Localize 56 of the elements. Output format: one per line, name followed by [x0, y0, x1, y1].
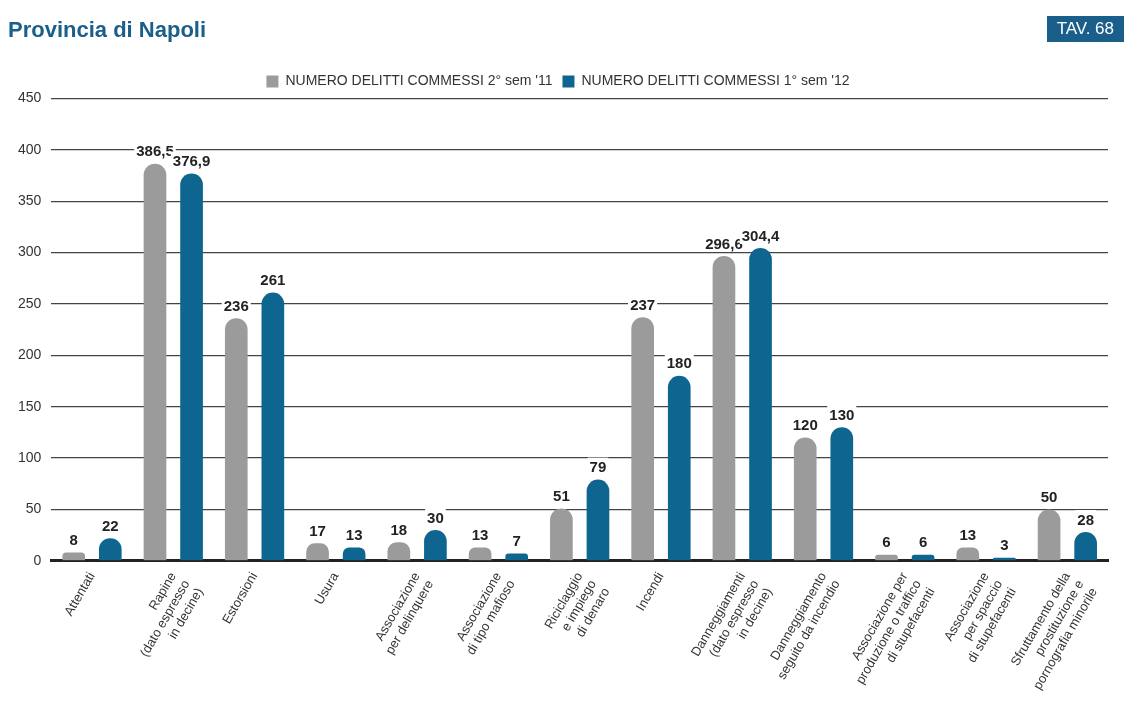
- data-label: 28: [1077, 510, 1094, 528]
- bar: [180, 173, 203, 561]
- data-label: 236: [223, 296, 249, 314]
- data-label: 386,5: [136, 142, 174, 160]
- bar: [667, 375, 691, 561]
- data-label: 237: [630, 295, 656, 313]
- data-label: 13: [959, 526, 977, 544]
- y-tick-label: 0: [33, 551, 42, 568]
- legend-label: NUMERO DELITTI COMMESSI 1° sem '12: [581, 72, 850, 89]
- data-label: 8: [69, 531, 78, 549]
- y-tick-label: 200: [18, 346, 42, 363]
- data-label: 376,9: [172, 152, 211, 170]
- text: TAV. 68: [1046, 16, 1124, 42]
- y-tick-label: 400: [18, 140, 42, 157]
- bar: [224, 318, 248, 561]
- data-label: 3: [1000, 536, 1009, 554]
- data-label: 13: [471, 526, 489, 544]
- bar: [875, 554, 898, 561]
- bar: [143, 163, 167, 561]
- bar: [712, 256, 736, 561]
- data-label: 30: [427, 508, 444, 526]
- data-label: 130: [829, 405, 855, 423]
- y-tick-label: 250: [18, 294, 42, 311]
- bar: [505, 553, 529, 561]
- bar: [793, 437, 817, 561]
- data-label: 18: [390, 520, 408, 538]
- data-label: 79: [589, 458, 607, 476]
- y-tick-label: 50: [25, 500, 42, 517]
- bar: [62, 552, 86, 561]
- bar: [749, 248, 772, 561]
- data-label: 22: [101, 516, 119, 534]
- legend-label: NUMERO DELITTI COMMESSI 2° sem '11: [285, 72, 553, 89]
- y-tick-label: 450: [18, 89, 42, 106]
- y-tick-label: 150: [18, 397, 42, 414]
- bar: [261, 292, 285, 561]
- data-label: 13: [345, 526, 363, 544]
- data-label: 51: [553, 487, 570, 505]
- data-label: 296,6: [705, 234, 743, 252]
- data-label: 120: [792, 416, 818, 434]
- y-tick-label: 350: [18, 192, 42, 209]
- data-label: 6: [882, 533, 891, 551]
- data-label: 180: [666, 354, 692, 372]
- bar: [550, 508, 573, 561]
- y-tick-label: 100: [18, 448, 42, 465]
- bar: [631, 317, 655, 561]
- data-label: 17: [309, 521, 326, 539]
- data-label: 50: [1040, 488, 1058, 506]
- bar: [1037, 509, 1061, 561]
- data-label: 261: [260, 271, 286, 289]
- bar: [586, 479, 610, 561]
- data-label: 304,4: [741, 226, 780, 244]
- bar: [830, 427, 854, 561]
- data-label: 6: [918, 533, 928, 551]
- chart-title: Provincia di Napoli: [8, 17, 207, 43]
- y-tick-label: 300: [18, 243, 42, 260]
- data-label: 7: [512, 532, 521, 550]
